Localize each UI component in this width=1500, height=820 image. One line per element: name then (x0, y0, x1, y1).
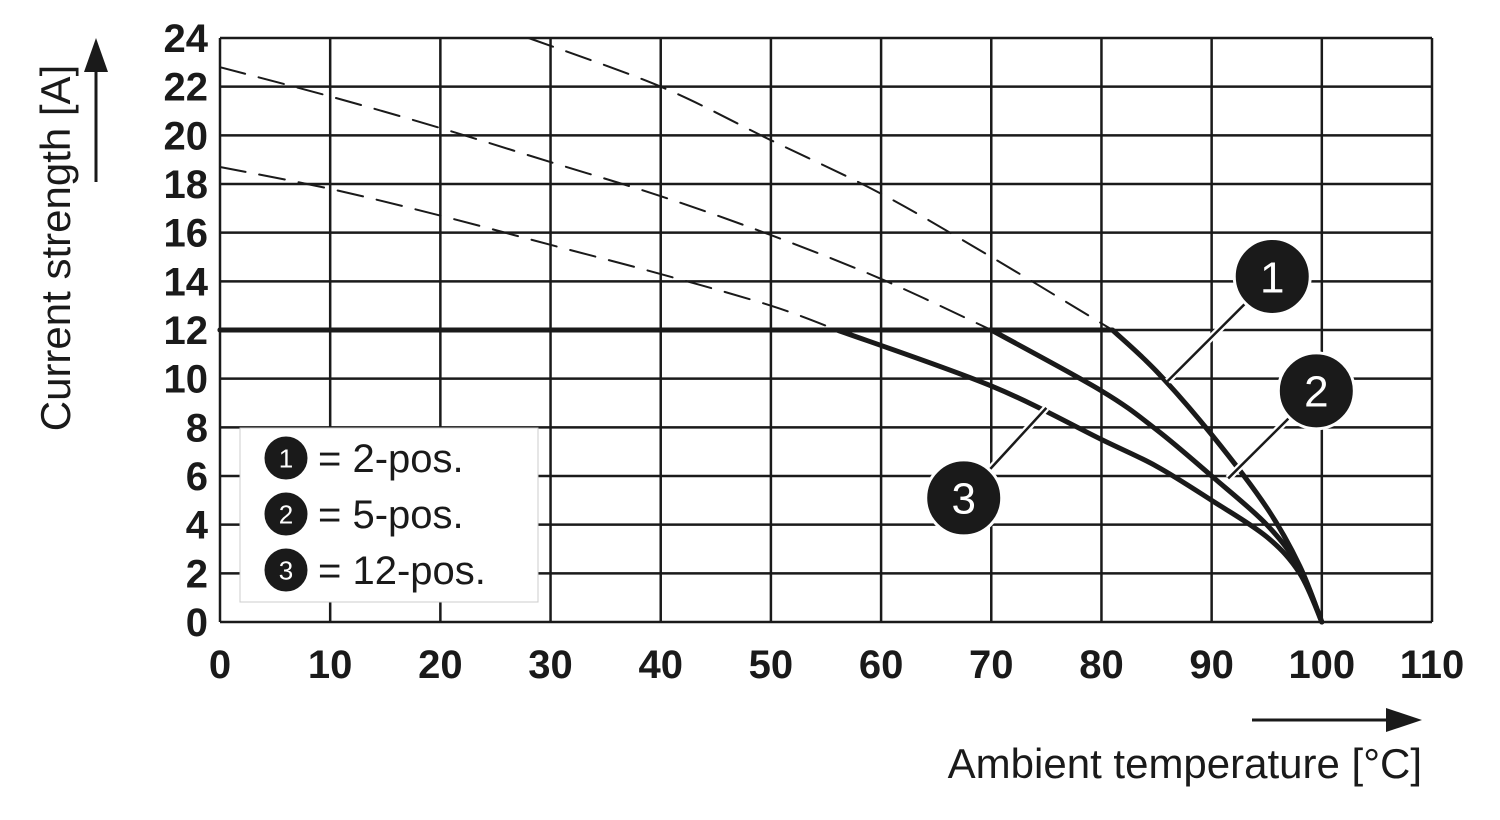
legend-marker-3-circle (261, 545, 311, 595)
y-tick-label: 22 (164, 66, 209, 110)
curve-labels: 1 2 3 (924, 236, 1356, 538)
y-tick-label: 20 (164, 114, 209, 158)
y-tick-label: 16 (164, 212, 209, 256)
leader-line-2 (1227, 416, 1291, 480)
y-tick-label: 18 (164, 163, 209, 207)
legend-marker-3-number: 3 (279, 555, 293, 585)
series-dashed-line-3 (219, 165, 839, 331)
y-tick-label: 24 (164, 17, 209, 61)
up-arrow-icon (84, 38, 108, 72)
legend-label-1: = 2-pos. (318, 437, 464, 481)
series-lines (217, 37, 1325, 625)
x-axis-title: Ambient temperature [°C] (948, 740, 1422, 787)
series-dashed-line-1 (527, 37, 1114, 331)
legend-marker-1-number: 1 (279, 443, 293, 473)
series-line-2 (217, 327, 1325, 625)
curve-label-3-number: 3 (951, 475, 975, 524)
legend-marker-2-circle (261, 489, 311, 539)
y-tick-label: 6 (186, 455, 208, 499)
legend-marker-3: 3 (261, 545, 311, 595)
y-tick-label: 4 (186, 504, 209, 548)
y-tick-label: 14 (164, 260, 209, 304)
y-tick-label: 8 (186, 406, 208, 450)
right-arrow-icon (1386, 708, 1422, 732)
x-tick-label: 30 (528, 643, 573, 687)
x-tick-label: 90 (1189, 643, 1234, 687)
curve-label-3-circle (924, 458, 1004, 538)
curve-label-3: 3 (924, 458, 1004, 538)
series-dashed-line-2 (219, 66, 993, 331)
x-tick-label: 110 (1400, 643, 1465, 687)
legend-marker-2: 2 (261, 489, 311, 539)
x-tick-label: 80 (1079, 643, 1124, 687)
x-tick-label: 60 (859, 643, 904, 687)
x-tick-label: 50 (749, 643, 794, 687)
curve-label-1: 1 (1232, 236, 1312, 316)
curve-label-2-circle (1276, 351, 1356, 431)
y-axis-title: Current strength [A] (32, 65, 79, 432)
x-tick-label: 70 (969, 643, 1014, 687)
grid (218, 36, 1434, 624)
x-tick-label: 0 (209, 643, 231, 687)
y-tick-label: 0 (186, 601, 208, 645)
curve-label-1-number: 1 (1260, 253, 1284, 302)
x-tick-label: 40 (638, 643, 683, 687)
x-tick-label: 100 (1288, 643, 1355, 687)
y-tick-label: 12 (164, 309, 209, 353)
leader-line-1 (1166, 302, 1247, 382)
x-axis-title-group: Ambient temperature [°C] (948, 708, 1422, 787)
legend-label-3: = 12-pos. (318, 549, 486, 593)
y-tick-label: 10 (164, 358, 209, 402)
x-tick-label: 10 (308, 643, 353, 687)
y-axis-title-group: Current strength [A] (32, 38, 108, 431)
series-line-3 (217, 327, 1325, 625)
legend-marker-1-circle (261, 433, 311, 483)
y-tick-label: 2 (186, 552, 208, 596)
leader-line-3 (988, 407, 1048, 471)
legend-marker-2-number: 2 (279, 499, 293, 529)
curve-label-1-circle (1232, 236, 1312, 316)
tick-labels: 0 10 20 30 40 50 60 70 80 90 100 110024681012141618… (164, 17, 1465, 687)
legend-label-2: = 5-pos. (318, 493, 464, 537)
curve-label-2-number: 2 (1304, 368, 1328, 417)
curve-label-2: 2 (1276, 351, 1356, 431)
x-tick-label: 20 (418, 643, 463, 687)
legend-marker-1: 1 (261, 433, 311, 483)
legend-entries: 1 = 2-pos. 2 = 5-pos. 3 = 12-pos. (261, 433, 486, 595)
legend-box: 1 = 2-pos. 2 = 5-pos. 3 = 12-pos. (239, 427, 539, 603)
